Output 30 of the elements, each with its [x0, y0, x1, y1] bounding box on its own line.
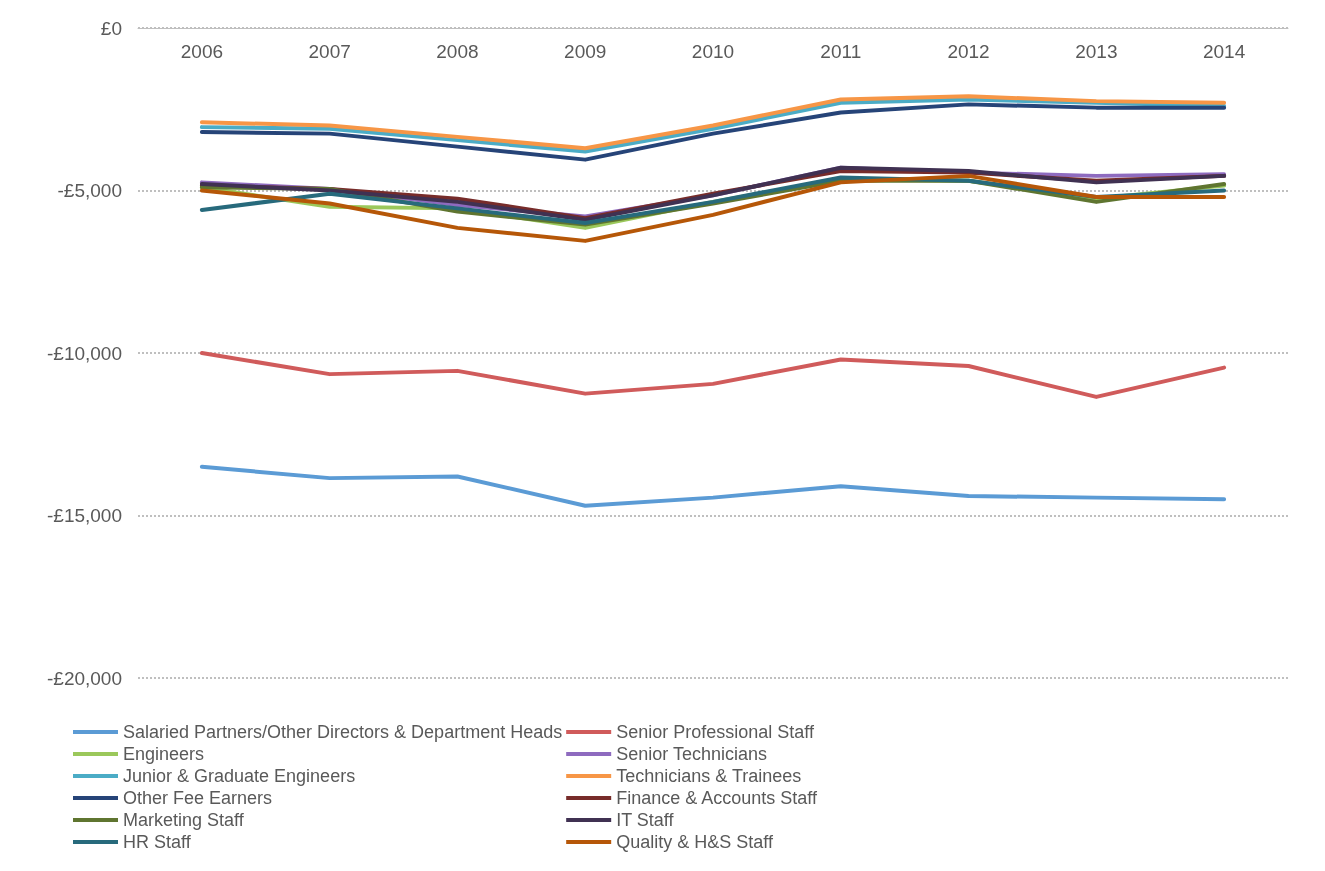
legend-label: Finance & Accounts Staff: [616, 788, 818, 808]
x-tick-label: 2012: [947, 41, 990, 62]
legend-label: Salaried Partners/Other Directors & Department Heads: [123, 722, 563, 742]
legend-label: Senior Technicians: [616, 744, 767, 764]
line-series: [199, 464, 1227, 508]
x-tick-label: 2010: [691, 41, 735, 62]
legend-label: IT Staff: [616, 810, 675, 830]
legend-label: Senior Professional Staff: [616, 722, 815, 742]
y-tick-label: -£10,000: [46, 342, 122, 364]
y-tick-label: £0: [100, 17, 122, 39]
y-tick-label: -£20,000: [46, 667, 122, 689]
legend-label: Other Fee Earners: [123, 788, 273, 808]
legend-label: Marketing Staff: [123, 810, 245, 830]
legend-label: Engineers: [123, 744, 205, 764]
legend-label: Junior & Graduate Engineers: [123, 766, 356, 786]
y-tick-label: -£5,000: [57, 180, 122, 201]
x-tick-label: 2011: [820, 41, 862, 62]
x-tick-label: 2014: [1202, 41, 1246, 62]
line-series: [199, 351, 1227, 399]
line-series: [199, 173, 1227, 243]
legend-label: HR Staff: [123, 832, 192, 852]
x-tick-label: 2013: [1075, 41, 1118, 62]
line-series: [199, 102, 1227, 162]
x-tick-label: 2006: [180, 41, 224, 62]
y-tick-label: -£15,000: [46, 505, 122, 526]
x-tick-label: 2009: [564, 41, 607, 62]
x-tick-label: 2007: [308, 41, 351, 62]
legend-label: Technicians & Trainees: [616, 766, 802, 786]
x-tick-label: 2008: [436, 41, 479, 62]
legend-label: Quality & H&S Staff: [616, 832, 774, 852]
